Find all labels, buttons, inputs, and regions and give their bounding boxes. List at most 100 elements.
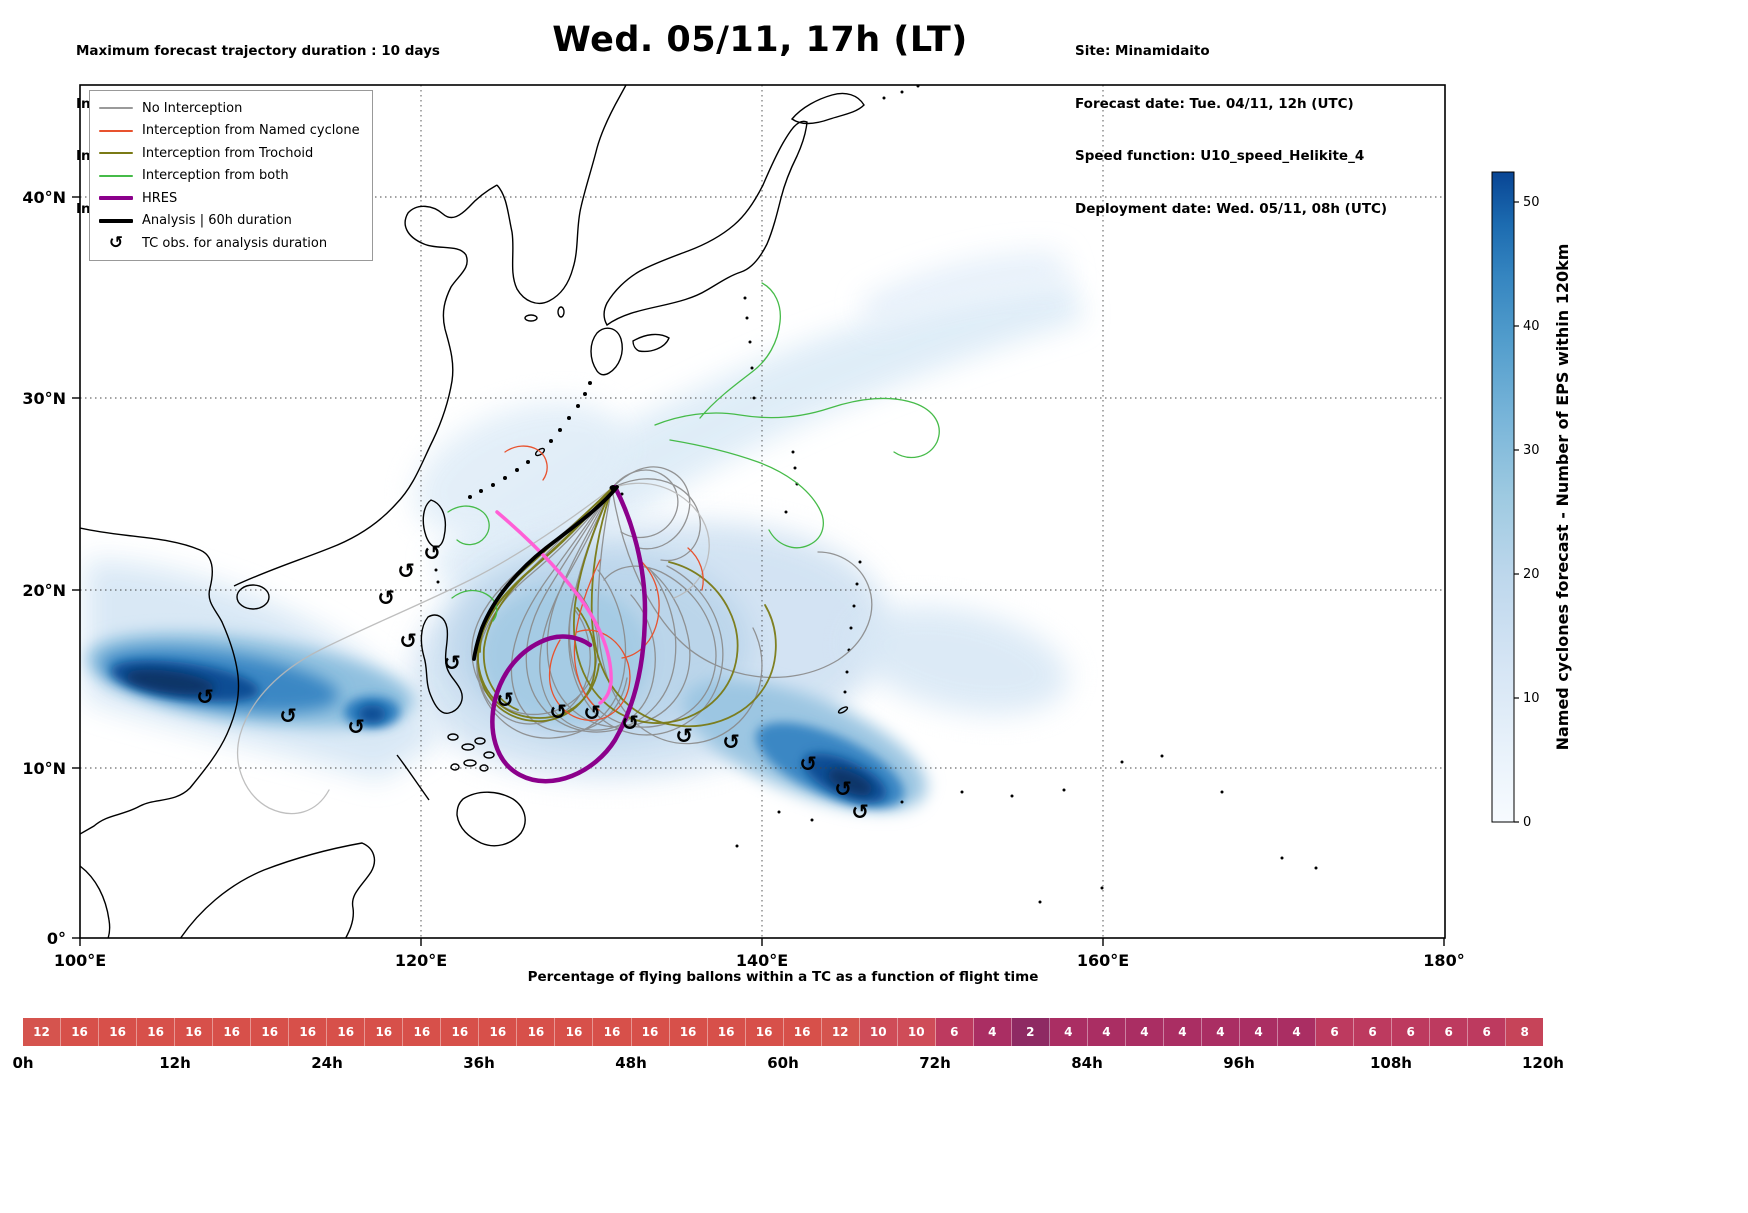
balloon-percent-cell: 10 <box>897 1018 936 1046</box>
island-hainan <box>236 584 270 610</box>
balloon-percent-cell: 6 <box>1468 1018 1507 1046</box>
balloon-percent-cell: 16 <box>403 1018 442 1046</box>
legend-line-swatch <box>99 218 133 223</box>
tc-obs-icon: ↺ <box>399 629 417 653</box>
legend-item-label: TC obs. for analysis duration <box>142 235 328 251</box>
colorbar-gradient <box>1491 171 1515 823</box>
flight-time-tick: 84h <box>1071 1054 1103 1072</box>
analysis-track <box>472 485 619 661</box>
flight-time-tick: 36h <box>463 1054 495 1072</box>
hres-track <box>490 484 648 784</box>
balloon-percent-cell: 16 <box>61 1018 100 1046</box>
island-luzon <box>420 614 463 714</box>
balloon-percent-cell: 6 <box>1392 1018 1431 1046</box>
tc-obs-icon: ↺ <box>108 232 124 253</box>
balloon-percent-cell: 16 <box>137 1018 176 1046</box>
legend-item-label: No Interception <box>142 100 243 116</box>
flight-time-tick: 60h <box>767 1054 799 1072</box>
tc-obs-icon: ↺ <box>549 700 567 724</box>
legend-item: Interception from Trochoid <box>99 143 360 163</box>
balloon-percent-cell: 16 <box>479 1018 518 1046</box>
balloon-percent-cell: 16 <box>593 1018 632 1046</box>
balloon-percent-cell: 4 <box>1087 1018 1126 1046</box>
balloon-chart-title: Percentage of flying ballons within a TC… <box>527 969 1039 985</box>
x-tick: 140°E <box>736 951 788 970</box>
colorbar-tick: 30 <box>1523 443 1540 458</box>
balloon-percent-cell: 4 <box>1125 1018 1164 1046</box>
coastline-korea <box>496 85 627 305</box>
legend-item-label: Interception from Named cyclone <box>142 123 360 138</box>
tc-obs-icon: ↺ <box>196 685 214 709</box>
colorbar-tick: 40 <box>1523 319 1540 334</box>
balloon-percent-cell: 10 <box>859 1018 898 1046</box>
flight-time-tick: 72h <box>919 1054 951 1072</box>
legend-line <box>99 196 133 200</box>
flight-time-tick: 24h <box>311 1054 343 1072</box>
balloon-percent-cell: 6 <box>1354 1018 1393 1046</box>
info-line: Forecast date: Tue. 04/11, 12h (UTC) <box>1075 95 1354 112</box>
flight-time-tick: 48h <box>615 1054 647 1072</box>
legend-item-label: Interception from both <box>142 168 289 183</box>
balloon-percent-cell: 2 <box>1011 1018 1050 1046</box>
balloon-percent-cell: 16 <box>213 1018 252 1046</box>
info-line: Site: Minamidaito <box>1075 43 1210 59</box>
figure-title: Wed. 05/11, 17h (LT) <box>552 20 968 60</box>
tc-obs-icon: ↺ <box>851 800 869 824</box>
balloon-percent-cell: 16 <box>707 1018 746 1046</box>
balloon-percent-cell: 6 <box>935 1018 974 1046</box>
coastline-honshu <box>603 120 808 327</box>
legend-line <box>99 129 133 132</box>
legend-line <box>99 152 133 154</box>
island-jeju <box>524 314 538 322</box>
legend-item: HRES <box>99 188 360 208</box>
legend-line-swatch <box>99 152 133 154</box>
y-axis-labels: 40°N 30°N 20°N 10°N 0° <box>22 188 66 948</box>
x-tick: 100°E <box>54 951 106 970</box>
balloon-percentage-bar: 12 16 16 16 16 16 16 16 16 16 16 16 16 16 16 16 16 16 16 16… <box>23 1018 1544 1046</box>
colorbar-tick: 50 <box>1523 195 1540 210</box>
balloon-percent-cell: 4 <box>1240 1018 1279 1046</box>
coastline-indochina <box>80 527 240 835</box>
legend-item: Analysis | 60h duration <box>99 211 360 231</box>
balloon-percent-cell: 16 <box>631 1018 670 1046</box>
legend: No Interception Interception from Named c… <box>89 90 373 261</box>
x-tick: 180° <box>1423 951 1464 970</box>
flight-time-axis: 0h 12h 24h 36h 48h 60h 72h 84h 96h 108h 120h <box>0 1054 1748 1078</box>
tc-obs-icon: ↺ <box>347 715 365 739</box>
small-islands <box>434 85 1318 904</box>
balloon-percent-cell: 12 <box>23 1018 62 1046</box>
balloon-percent-cell: 16 <box>175 1018 214 1046</box>
tc-obs-icon: ↺ <box>423 541 441 565</box>
island-palawan <box>396 754 430 801</box>
balloon-percent-cell: 4 <box>1201 1018 1240 1046</box>
balloon-percent-cell: 6 <box>1430 1018 1469 1046</box>
islands-visayas <box>447 733 495 772</box>
legend-line <box>99 107 133 109</box>
island-borneo <box>179 842 376 938</box>
tc-obs-icon: ↺ <box>443 651 461 675</box>
launch-site-marker <box>610 485 616 491</box>
y-tick: 20°N <box>22 581 66 600</box>
tc-obs-icon: ↺ <box>834 777 852 801</box>
balloon-percent-cell: 16 <box>441 1018 480 1046</box>
tc-obs-icon: ↺ <box>279 704 297 728</box>
x-axis-labels: 100°E 120°E 140°E 160°E 180° <box>54 951 1465 970</box>
legend-item: Interception from Named cyclone <box>99 121 360 141</box>
legend-item-label: HRES <box>142 190 178 206</box>
legend-line <box>99 218 133 223</box>
legend-item: No Interception <box>99 98 360 118</box>
island-tsushima <box>557 306 565 318</box>
info-line: Maximum forecast trajectory duration : 1… <box>76 43 440 59</box>
tc-observations: ↺↺ ↺↺↺↺↺↺↺ ↺ ↺ ↺↺ ↺↺↺↺ <box>196 541 869 824</box>
y-tick: 10°N <box>22 759 66 778</box>
balloon-percent-cell: 8 <box>1506 1018 1544 1046</box>
x-tick: 120°E <box>395 951 447 970</box>
flight-time-tick: 12h <box>159 1054 191 1072</box>
tc-obs-icon: ↺ <box>675 724 693 748</box>
coastline-china <box>233 184 498 587</box>
balloon-percent-cell: 4 <box>1163 1018 1202 1046</box>
balloon-percent-cell: 4 <box>973 1018 1012 1046</box>
colorbar-tick-marks <box>1514 201 1519 823</box>
